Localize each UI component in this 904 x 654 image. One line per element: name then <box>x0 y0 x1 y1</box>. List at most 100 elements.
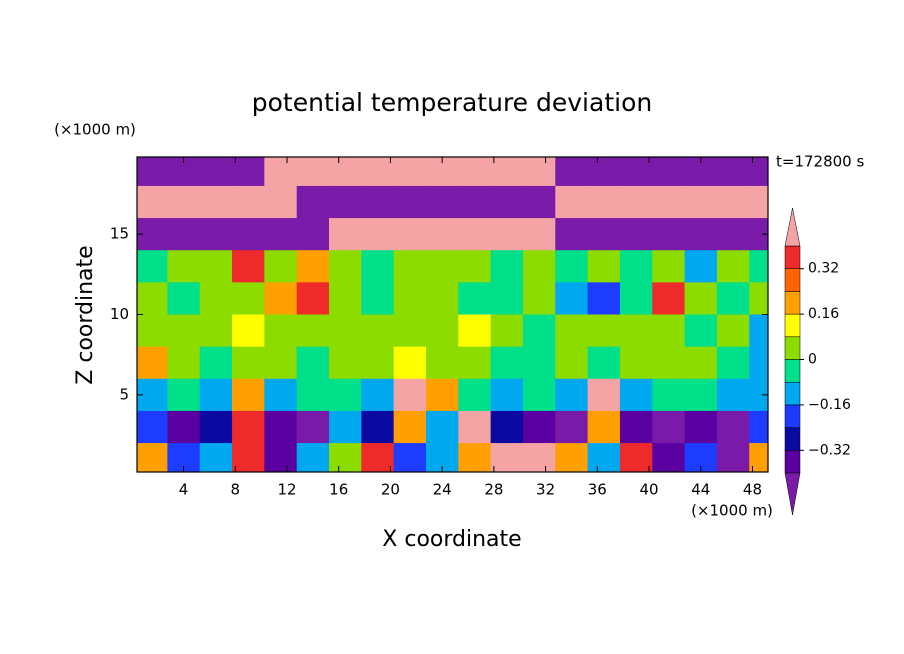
field-cell <box>490 185 524 219</box>
field-cell <box>296 443 330 473</box>
field-cell <box>652 250 686 283</box>
field-cell <box>199 314 233 348</box>
field-cell <box>361 282 395 315</box>
field-cell <box>361 185 395 219</box>
field-cell <box>619 218 653 251</box>
field-cell <box>522 378 556 412</box>
field-cell <box>264 346 298 380</box>
field-cell <box>619 282 653 315</box>
field-cell <box>522 314 556 348</box>
field-cell <box>393 157 427 187</box>
field-cell <box>684 250 718 283</box>
field-cell <box>264 218 298 251</box>
field-cell <box>425 250 459 283</box>
field-cell <box>361 157 395 187</box>
field-cell <box>716 157 750 187</box>
field-cell <box>555 443 589 473</box>
field-cell <box>587 378 621 412</box>
field-cell <box>458 378 492 412</box>
x-tick-label: 12 <box>277 481 296 499</box>
field-cell <box>361 250 395 283</box>
field-cell <box>522 410 556 444</box>
field-cell <box>619 185 653 219</box>
field-cell <box>199 218 233 251</box>
colorbar-tick-label: −0.16 <box>808 397 851 413</box>
field-cell <box>199 282 233 315</box>
field-cell <box>490 218 524 251</box>
field-cell <box>167 314 201 348</box>
field-cell <box>393 282 427 315</box>
field-cell <box>555 185 589 219</box>
y-unit: (×1000 m) <box>54 121 136 139</box>
field-cell <box>264 250 298 283</box>
y-tick-label: 10 <box>110 305 129 323</box>
field-cell <box>296 314 330 348</box>
field-cell <box>199 346 233 380</box>
colorbar-band <box>784 381 801 406</box>
field-cell <box>458 346 492 380</box>
colorbar-tick-label: 0 <box>808 352 817 368</box>
field-cell <box>587 346 621 380</box>
field-cell <box>652 157 686 187</box>
field-cell <box>199 443 233 473</box>
field-cell <box>749 282 769 315</box>
field-cell <box>199 250 233 283</box>
field-cell <box>652 314 686 348</box>
field-cell <box>749 378 769 412</box>
field-cell <box>329 157 362 187</box>
field-cell <box>716 314 750 348</box>
field-cell <box>684 378 718 412</box>
field-cell <box>716 250 750 283</box>
field-cell <box>652 346 686 380</box>
colorbar-band <box>784 359 801 383</box>
field-cell <box>167 185 201 219</box>
field-cell <box>232 314 265 348</box>
colorbar-under <box>784 472 801 516</box>
field-cell <box>296 378 330 412</box>
y-tick-label: 15 <box>110 225 129 243</box>
field-cell <box>458 157 492 187</box>
field-cell <box>393 410 427 444</box>
field-cell <box>232 218 265 251</box>
field-cell <box>329 250 362 283</box>
field-cell <box>425 282 459 315</box>
field-cell <box>425 314 459 348</box>
field-cell <box>232 282 265 315</box>
field-cell <box>749 346 769 380</box>
field-cell <box>361 443 395 473</box>
field-cell <box>522 157 556 187</box>
field-cell <box>490 157 524 187</box>
field-cell <box>522 443 556 473</box>
field-cell <box>458 185 492 219</box>
field-cell <box>684 410 718 444</box>
field-cell <box>652 282 686 315</box>
field-cell <box>329 314 362 348</box>
field-cell <box>329 346 362 380</box>
field-cell <box>555 250 589 283</box>
field-cell <box>296 346 330 380</box>
field-cell <box>137 282 168 315</box>
field-cell <box>329 410 362 444</box>
field-cell <box>555 157 589 187</box>
x-tick-label: 36 <box>588 481 607 499</box>
field-cell <box>490 282 524 315</box>
x-tick-label: 40 <box>639 481 658 499</box>
field-cell <box>522 185 556 219</box>
field-cell <box>361 346 395 380</box>
field-cell <box>296 157 330 187</box>
field-cell <box>264 410 298 444</box>
field-cell <box>555 282 589 315</box>
field-cell <box>587 250 621 283</box>
field-cell <box>167 250 201 283</box>
field-cell <box>393 314 427 348</box>
field-cell <box>329 282 362 315</box>
field-cell <box>716 185 750 219</box>
field-cell <box>490 346 524 380</box>
contour-field <box>137 157 769 473</box>
field-cell <box>749 218 769 251</box>
field-cell <box>458 410 492 444</box>
field-cell <box>199 185 233 219</box>
field-cell <box>555 218 589 251</box>
colorbar-band <box>784 291 801 315</box>
